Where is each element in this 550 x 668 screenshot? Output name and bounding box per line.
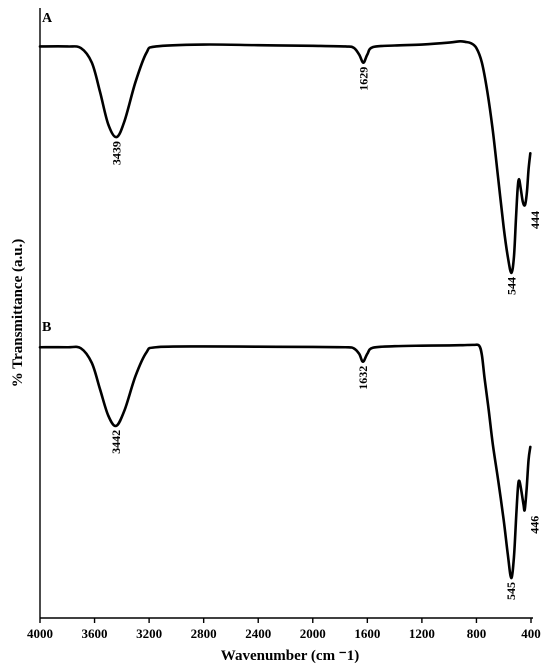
- x-tick-label: 1200: [409, 626, 435, 641]
- peak-label-446: 446: [528, 516, 542, 534]
- x-tick-label: 2400: [245, 626, 271, 641]
- panel-label-b: B: [42, 320, 51, 335]
- x-tick-label: 2800: [191, 626, 217, 641]
- x-tick-label: 800: [467, 626, 487, 641]
- series-line-a: [38, 39, 532, 275]
- x-ticks: 4000 3600 3200 2800 2400 2000 1600 1200 800 400: [27, 618, 541, 641]
- peak-label-3439: 3439: [110, 141, 124, 165]
- series-line-b: [38, 343, 532, 580]
- panel-label-a: A: [42, 11, 53, 26]
- x-tick-label: 4000: [27, 626, 53, 641]
- x-tick-label: 1600: [354, 626, 380, 641]
- chart-axes: [39, 8, 533, 619]
- peak-label-544: 544: [504, 277, 518, 295]
- peak-label-1632: 1632: [356, 366, 370, 390]
- peak-label-1629: 1629: [356, 67, 370, 91]
- series-layer: [38, 39, 532, 580]
- x-tick-label: 3200: [136, 626, 162, 641]
- x-tick-label: 2000: [300, 626, 326, 641]
- x-tick-label: 3600: [82, 626, 108, 641]
- peak-label-545: 545: [504, 582, 518, 600]
- x-axis-title: Wavenumber (cm ⁻1): [221, 648, 359, 664]
- peak-label-444: 444: [528, 211, 542, 229]
- y-axis-title: % Transmittance (a.u.): [10, 239, 26, 388]
- peak-label-3442: 3442: [109, 430, 123, 454]
- x-tick-label: 400: [521, 626, 541, 641]
- peak-labels: 3439 1629 544 444 3442 1632 545 446: [109, 67, 542, 600]
